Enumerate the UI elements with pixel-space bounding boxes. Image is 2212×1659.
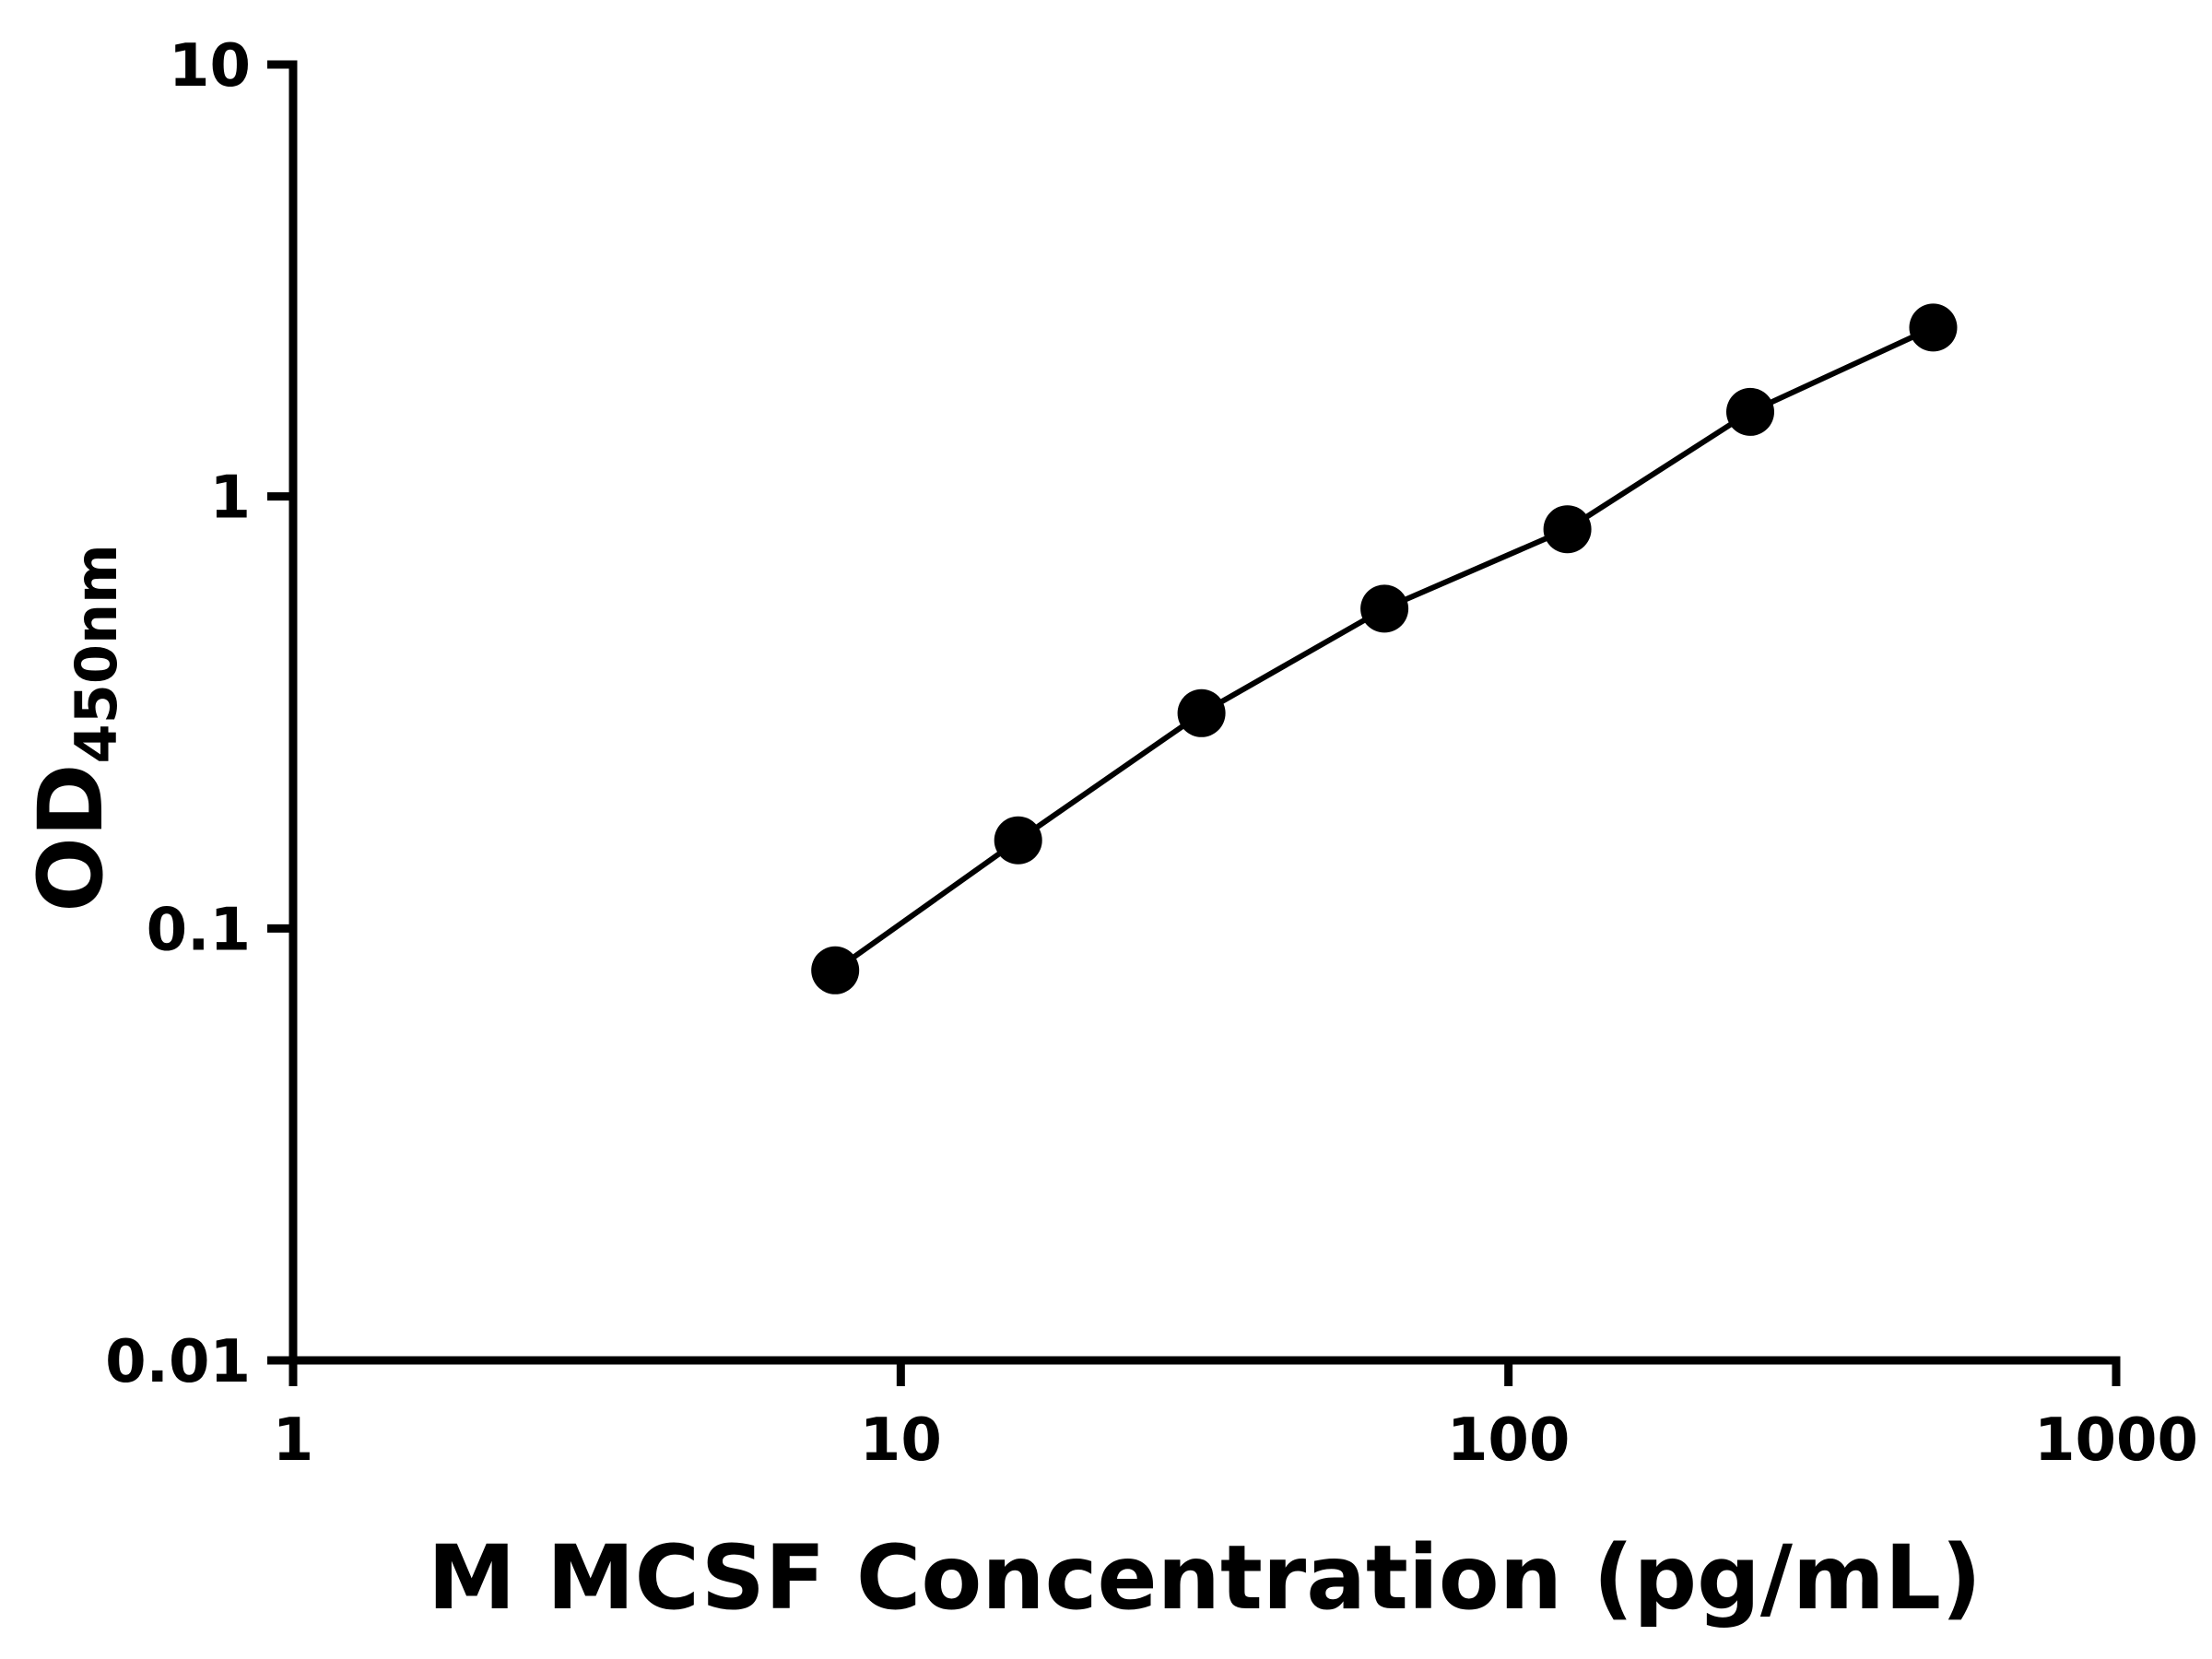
y-tick-label: 10 bbox=[169, 32, 251, 100]
y-axis-title: OD450nm bbox=[19, 544, 130, 912]
x-tick-label: 100 bbox=[1447, 1406, 1571, 1475]
standard-curve-series bbox=[811, 303, 1958, 994]
x-tick-label: 10 bbox=[860, 1406, 942, 1475]
x-axis-title: M MCSF Concentration (pg/mL) bbox=[428, 1526, 1982, 1630]
data-point bbox=[994, 816, 1042, 865]
x-tick-label: 1000 bbox=[2034, 1406, 2198, 1475]
y-axis-title-sub: 450nm bbox=[63, 544, 130, 763]
y-tick-label: 0.1 bbox=[147, 896, 251, 964]
data-point bbox=[1909, 303, 1958, 352]
y-tick-label: 0.01 bbox=[105, 1328, 251, 1396]
data-point bbox=[811, 946, 860, 994]
x-tick-label: 1 bbox=[273, 1406, 314, 1475]
y-axis-ticks: 0.01 0.1 1 10 bbox=[105, 32, 293, 1396]
data-point bbox=[1360, 584, 1409, 633]
y-tick-label: 1 bbox=[209, 465, 251, 533]
svg-text:OD450nm: OD450nm bbox=[19, 544, 130, 912]
data-point bbox=[1726, 387, 1774, 436]
data-point bbox=[1543, 505, 1592, 554]
x-axis-ticks: 1 10 100 1000 bbox=[273, 1360, 2198, 1475]
y-axis-title-main: OD bbox=[19, 763, 123, 912]
data-point bbox=[1177, 688, 1226, 737]
